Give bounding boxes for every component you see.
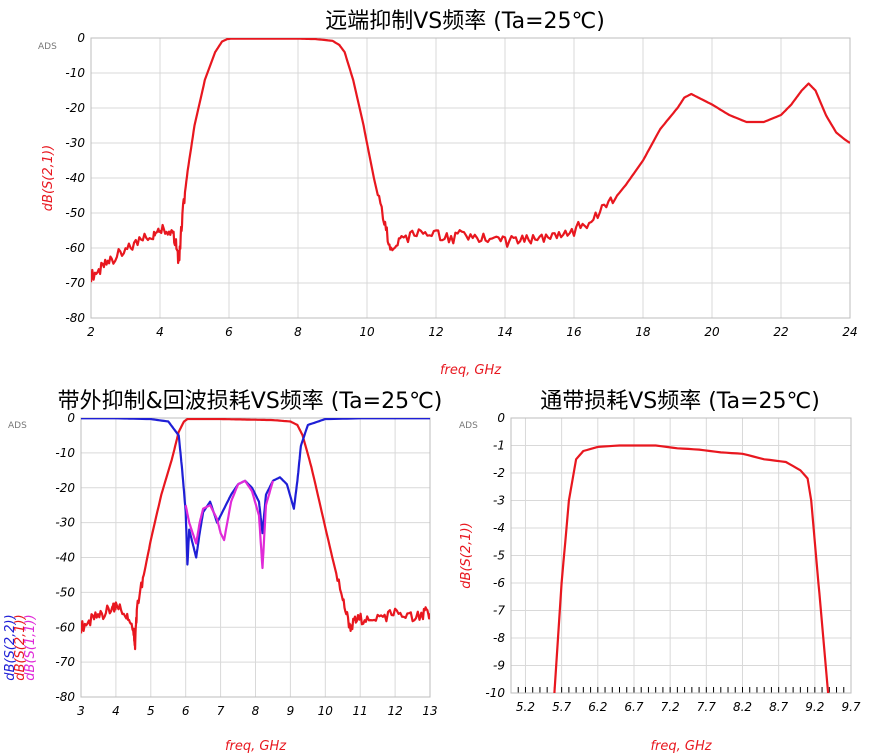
y-tick-label: -10 xyxy=(65,66,85,80)
plot-frame xyxy=(80,417,431,698)
x-tick-label: 16 xyxy=(566,325,582,339)
y-tick-label: -2 xyxy=(493,466,505,480)
y-tick-label: -80 xyxy=(65,311,85,325)
chart-3: 5.2 5.7 6.2 6.7 7.2 7.7 8.2 8.7 9.2 9.7 0 -1 -2 -3 -4 -… xyxy=(459,389,861,754)
x-tick-label: 6 xyxy=(182,704,190,718)
chart-title: 带外抑制&回波损耗VS频率 (Ta=25℃) xyxy=(58,389,443,414)
x-tick-label: 12 xyxy=(387,704,402,718)
x-tick-label: 8 xyxy=(252,704,260,718)
plot-frame xyxy=(510,417,852,694)
x-tick-label: 7.2 xyxy=(661,700,680,714)
y-tick-label: -40 xyxy=(55,551,75,565)
y-tick-label: -70 xyxy=(65,276,85,290)
y-tick-label: -4 xyxy=(493,521,505,535)
y-tick-label: -50 xyxy=(55,585,75,599)
y-axis-label: dB(S(2,2)) xyxy=(3,614,18,680)
y-tick-label: -3 xyxy=(493,494,505,508)
x-tick-label: 13 xyxy=(422,704,437,718)
y-tick-label: -60 xyxy=(65,241,85,255)
chart-title: 远端抑制VS频率 (Ta=25℃) xyxy=(325,9,605,34)
y-axis-label: dB(S(1,1)) xyxy=(23,614,38,680)
x-tick-label: 22 xyxy=(773,325,788,339)
series-line-db-s-2-1- xyxy=(553,444,830,693)
x-tick-label: 2 xyxy=(87,325,95,339)
y-tick-label: -6 xyxy=(493,576,505,590)
x-tick-label: 7 xyxy=(217,704,225,718)
x-tick-label: 8.7 xyxy=(769,700,788,714)
x-tick-label: 5 xyxy=(147,704,155,718)
y-tick-label: 0 xyxy=(77,31,85,45)
series-line-db-s-1-1- xyxy=(184,479,275,570)
x-tick-label: 8 xyxy=(294,325,302,339)
y-tick-label: -40 xyxy=(65,171,85,185)
x-tick-label: 3 xyxy=(77,704,85,718)
y-tick-label: -30 xyxy=(55,516,75,530)
series-line-db-s-2-2- xyxy=(81,418,430,566)
ads-badge: ADS xyxy=(38,42,57,52)
series-line-db-s-2-1- xyxy=(81,418,430,651)
x-tick-label: 7.7 xyxy=(697,700,716,714)
x-tick-label: 20 xyxy=(704,325,720,339)
x-axis-label: freq, GHz xyxy=(440,363,502,378)
y-tick-label: -7 xyxy=(493,604,505,618)
y-tick-label: -9 xyxy=(493,659,505,673)
y-tick-label: -8 xyxy=(493,631,505,645)
x-tick-label: 10 xyxy=(318,704,334,718)
series-line-db-s-2-1- xyxy=(91,38,850,283)
x-tick-label: 9 xyxy=(287,704,295,718)
x-tick-label: 6.2 xyxy=(588,700,607,714)
x-tick-label: 4 xyxy=(112,704,120,718)
y-tick-label: -60 xyxy=(55,620,75,634)
x-tick-label: 24 xyxy=(842,325,857,339)
y-axis-label: dB(S(2,1)) xyxy=(13,614,28,680)
chart-1: 2 4 6 8 10 12 14 16 18 20 22 240-10-20-30-40-50-60-… xyxy=(38,9,858,378)
y-tick-label: -5 xyxy=(493,549,505,563)
chart-2: 3 4 5 6 7 8 9 10 11 12 13 0 -10 -20 -30 -40 -50 -60 -70 -80… xyxy=(3,389,442,754)
x-tick-label: 11 xyxy=(353,704,368,718)
x-tick-label: 18 xyxy=(635,325,651,339)
y-axis-label: dB(S(2,1)) xyxy=(41,145,56,211)
x-tick-label: 5.2 xyxy=(516,700,535,714)
y-tick-label: -20 xyxy=(65,101,85,115)
x-tick-label: 5.7 xyxy=(552,700,571,714)
plot-frame xyxy=(90,37,851,319)
ads-badge: ADS xyxy=(459,421,478,431)
y-tick-label: -30 xyxy=(65,136,85,150)
x-tick-label: 6.7 xyxy=(624,700,643,714)
x-tick-label: 8.2 xyxy=(733,700,752,714)
y-tick-label: 0 xyxy=(67,411,75,425)
y-axis-label: dB(S(2,1)) xyxy=(459,522,474,588)
x-tick-label: 9.2 xyxy=(805,700,824,714)
y-tick-label: -50 xyxy=(65,206,85,220)
ads-badge: ADS xyxy=(8,421,27,431)
x-axis-label: freq, GHz xyxy=(225,739,287,754)
chart-title: 通带损耗VS频率 (Ta=25℃) xyxy=(540,389,820,414)
y-tick-label: -20 xyxy=(55,481,75,495)
x-tick-label: 9.7 xyxy=(841,700,860,714)
x-tick-label: 10 xyxy=(359,325,375,339)
y-tick-label: -10 xyxy=(55,446,75,460)
x-tick-label: 6 xyxy=(225,325,233,339)
y-tick-label: -80 xyxy=(55,690,75,704)
x-tick-label: 14 xyxy=(497,325,512,339)
x-tick-label: 4 xyxy=(156,325,164,339)
x-axis-label: freq, GHz xyxy=(650,739,712,754)
y-tick-label: -70 xyxy=(55,655,75,669)
y-tick-label: -10 xyxy=(485,686,505,700)
y-tick-label: 0 xyxy=(497,411,505,425)
x-tick-label: 12 xyxy=(428,325,443,339)
y-tick-label: -1 xyxy=(493,439,505,453)
